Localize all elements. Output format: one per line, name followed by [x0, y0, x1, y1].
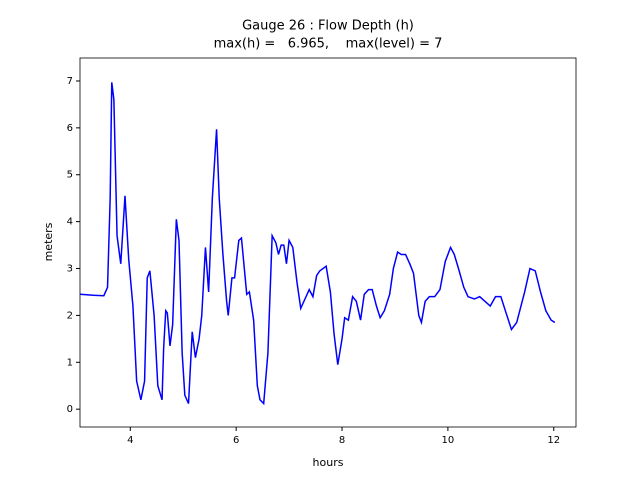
y-tick-label: 7 — [67, 76, 73, 87]
y-tick-label: 0 — [67, 404, 73, 415]
y-tick-label: 5 — [67, 170, 73, 181]
x-tick-label: 8 — [339, 435, 345, 446]
y-tick-label: 1 — [67, 357, 73, 368]
y-tick-label: 3 — [67, 264, 73, 275]
y-axis-label: meters — [42, 222, 55, 261]
x-tick-label: 10 — [442, 435, 455, 446]
x-axis-label: hours — [313, 456, 344, 469]
plot-frame — [79, 57, 577, 428]
y-tick-label: 4 — [67, 217, 73, 228]
data-line — [80, 82, 556, 406]
chart-subtitle: max(h) = 6.965, max(level) = 7 — [214, 37, 443, 52]
chart-title: Gauge 26 : Flow Depth (h) — [242, 19, 414, 34]
y-tick-label: 6 — [67, 123, 73, 134]
x-tick-label: 4 — [127, 435, 133, 446]
x-tick-label: 12 — [547, 435, 560, 446]
y-tick-label: 2 — [67, 310, 73, 321]
x-tick-label: 6 — [233, 435, 239, 446]
